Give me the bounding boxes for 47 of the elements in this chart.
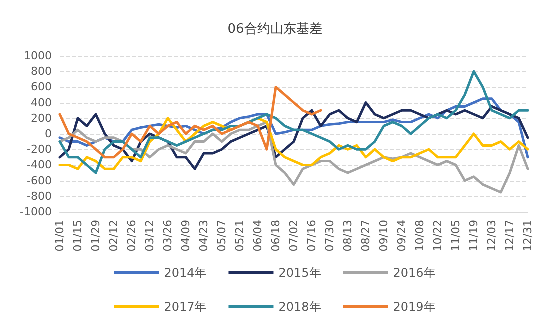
x-tick-label: 05/21 <box>234 220 246 252</box>
y-tick-label: -800 <box>27 190 52 203</box>
x-tick-label: 07/16 <box>306 220 318 252</box>
y-tick-label: 600 <box>31 80 52 94</box>
x-tick-label: 10/22 <box>432 220 444 252</box>
x-tick-label: 11/05 <box>450 220 462 252</box>
x-tick-label: 02/12 <box>108 220 120 252</box>
x-tick-label: 03/12 <box>144 220 156 252</box>
x-tick-label: 01/15 <box>72 220 84 252</box>
x-tick-label: 12/31 <box>522 220 534 252</box>
y-tick-label: -400 <box>27 158 52 172</box>
x-tick-label: 06/04 <box>252 220 264 252</box>
x-tick-label: 12/17 <box>504 220 516 252</box>
x-tick-label: 03/26 <box>162 220 174 252</box>
x-tick-label: 01/01 <box>54 220 66 252</box>
x-tick-label: 12/03 <box>486 220 498 252</box>
y-tick-label: -1000 <box>20 206 52 218</box>
x-tick-label: 04/23 <box>198 220 210 252</box>
x-tick-label: 04/09 <box>180 220 192 252</box>
x-tick-label: 05/07 <box>216 220 228 252</box>
legend-label: 2014年 <box>164 266 207 280</box>
x-tick-label: 08/13 <box>342 220 354 252</box>
legend-label: 2018年 <box>278 300 322 314</box>
x-tick-label: 11/19 <box>468 220 480 252</box>
x-tick-label: 07/30 <box>324 220 336 252</box>
y-tick-label: -600 <box>27 174 52 188</box>
x-tick-label: 06/18 <box>270 220 282 252</box>
x-tick-label: 10/08 <box>414 220 426 252</box>
y-tick-label: 400 <box>31 96 52 110</box>
y-tick-label: 200 <box>31 112 52 125</box>
line-series <box>58 70 530 174</box>
legend-label: 2017年 <box>164 300 207 314</box>
chart-title: 06合约山东基差 <box>228 22 322 37</box>
x-tick-label: 02/26 <box>126 220 138 252</box>
y-tick-label: 800 <box>31 65 52 78</box>
y-tick-label: 1000 <box>24 50 52 62</box>
line-series <box>58 86 322 159</box>
legend-label: 2016年 <box>393 266 436 280</box>
x-tick-label: 09/10 <box>378 220 390 252</box>
legend-label: 2015年 <box>278 266 322 280</box>
legend-label: 2019年 <box>393 300 436 314</box>
x-tick-label: 01/29 <box>90 220 102 252</box>
x-tick-label: 07/02 <box>288 220 300 252</box>
y-tick-label: -200 <box>27 143 52 156</box>
y-tick-label: 0 <box>45 128 52 140</box>
x-tick-label: 08/27 <box>360 220 372 252</box>
x-tick-label: 09/24 <box>396 220 408 252</box>
